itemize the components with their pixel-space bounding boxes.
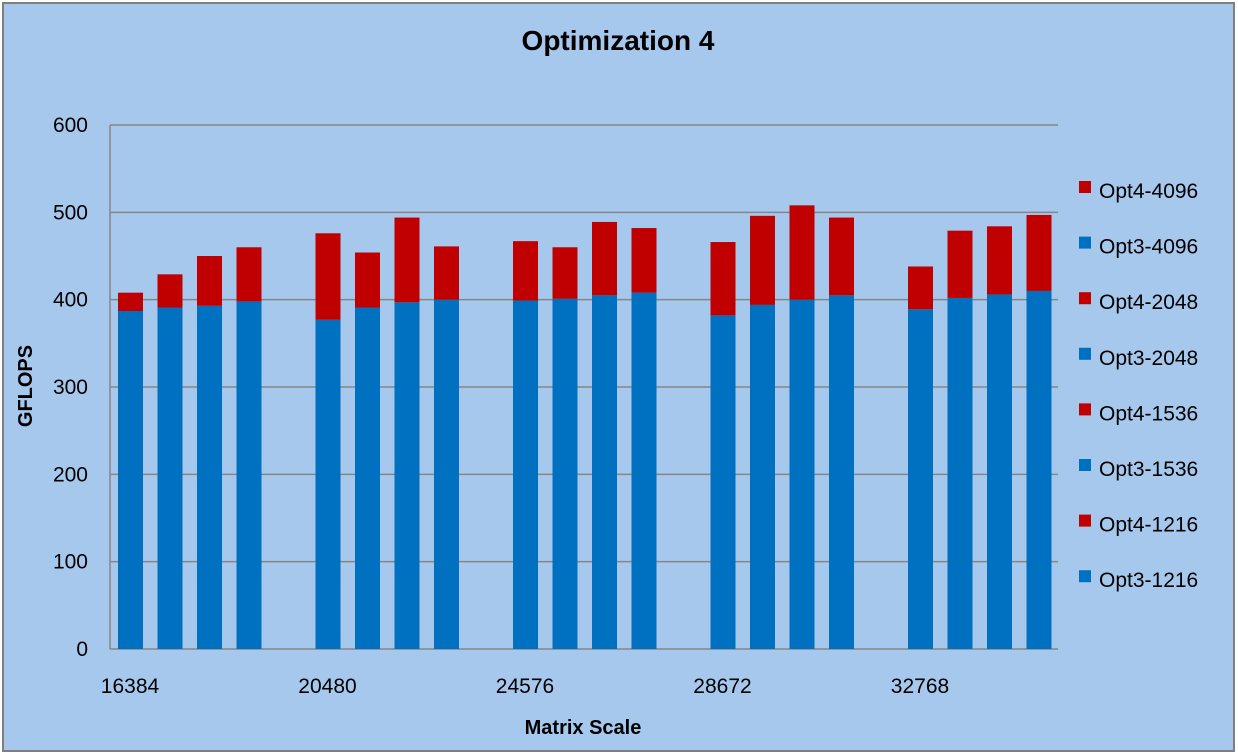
- legend-swatch-opt4-1216: [1079, 514, 1091, 527]
- y-tick-label-200: 200: [53, 463, 88, 486]
- x-tick-label-32768: 32768: [891, 675, 949, 698]
- x-tick-label-16384: 16384: [101, 675, 160, 698]
- bar-20480-4096-opt4: [434, 246, 459, 300]
- legend-label-opt4-1536: Opt4-1536: [1099, 402, 1198, 425]
- bar-16384-1536-opt4: [157, 274, 183, 308]
- bar-20480-1536-opt4: [355, 252, 380, 308]
- bar-16384-1216-opt4: [118, 292, 143, 312]
- bar-28672-4096-opt3: [829, 295, 854, 649]
- bar-24576-1216-opt4: [513, 241, 538, 301]
- bar-32768-2048-opt4: [987, 226, 1012, 295]
- legend-label-opt3-4096: Opt3-4096: [1099, 236, 1198, 259]
- bar-16384-1216-opt3: [118, 311, 143, 649]
- bar-32768-1216-opt3: [908, 309, 933, 649]
- bar-32768-1216-opt4: [908, 266, 933, 310]
- y-tick-label-500: 500: [53, 201, 88, 224]
- bar-32768-2048-opt3: [987, 294, 1012, 649]
- x-tick-label-20480: 20480: [298, 675, 356, 698]
- bar-28672-1216-opt3: [710, 315, 736, 649]
- bar-28672-4096-opt4: [829, 217, 854, 296]
- y-tick-label-300: 300: [53, 376, 88, 399]
- bar-24576-1536-opt3: [552, 298, 578, 649]
- legend-swatch-opt3-4096: [1079, 236, 1091, 249]
- legend-label-opt3-1536: Opt3-1536: [1099, 458, 1198, 481]
- bar-24576-1536-opt4: [552, 247, 578, 299]
- y-tick-label-600: 600: [53, 114, 88, 137]
- bars: [118, 205, 1052, 649]
- legend-label-opt4-1216: Opt4-1216: [1099, 514, 1198, 537]
- x-axis-tick-labels: 16384 20480 24576 28672 32768: [101, 675, 949, 698]
- bar-28672-2048-opt3: [789, 299, 815, 649]
- x-tick-label-28672: 28672: [693, 675, 751, 698]
- bar-28672-1536-opt3: [750, 304, 775, 649]
- legend-label-opt3-1216: Opt3-1216: [1099, 569, 1198, 592]
- bar-16384-4096-opt3: [236, 301, 262, 649]
- legend-label-opt4-2048: Opt4-2048: [1099, 291, 1198, 314]
- bar-32768-4096-opt3: [1026, 290, 1052, 649]
- bar-32768-1536-opt3: [947, 297, 973, 649]
- legend-swatch-opt4-1536: [1079, 403, 1091, 416]
- bar-28672-1536-opt4: [750, 215, 775, 305]
- bar-16384-2048-opt4: [197, 256, 222, 306]
- bar-20480-1216-opt3: [315, 319, 341, 649]
- legend-label-opt4-4096: Opt4-4096: [1099, 180, 1198, 203]
- bar-24576-2048-opt3: [592, 295, 617, 649]
- legend-swatch-opt4-2048: [1079, 292, 1091, 305]
- bar-28672-1216-opt4: [710, 242, 736, 316]
- bar-24576-4096-opt3: [631, 292, 657, 649]
- y-tick-label-100: 100: [53, 551, 88, 574]
- legend-swatch-opt3-2048: [1079, 347, 1091, 360]
- bar-28672-2048-opt4: [789, 205, 815, 300]
- bar-24576-1216-opt3: [513, 300, 538, 649]
- bar-32768-1536-opt4: [947, 230, 973, 298]
- bar-16384-2048-opt3: [197, 305, 222, 649]
- legend-swatch-opt3-1536: [1079, 459, 1091, 471]
- chart-title: Optimization 4: [522, 25, 715, 56]
- legend-swatch-opt3-1216: [1079, 570, 1091, 583]
- x-tick-label-24576: 24576: [496, 675, 554, 698]
- y-axis-tick-labels: 0 100 200 300 400 500 600: [53, 114, 88, 661]
- legend: Opt4-4096 Opt3-4096 Opt4-2048 Opt3-2048 Opt4…: [1079, 180, 1198, 592]
- bar-20480-2048-opt4: [394, 217, 420, 303]
- y-axis-title: GFLOPS: [15, 345, 37, 427]
- y-tick-label-0: 0: [76, 638, 88, 661]
- y-tick-label-400: 400: [53, 289, 88, 312]
- bar-24576-2048-opt4: [592, 221, 617, 296]
- bar-20480-1536-opt3: [355, 307, 380, 649]
- bar-24576-4096-opt4: [631, 228, 657, 293]
- x-axis-title: Matrix Scale: [525, 717, 642, 739]
- bar-20480-4096-opt3: [434, 299, 459, 649]
- legend-swatch-opt4-4096: [1079, 181, 1091, 193]
- bar-16384-1536-opt3: [157, 307, 183, 649]
- bar-20480-2048-opt3: [394, 302, 420, 649]
- bar-16384-4096-opt4: [236, 247, 262, 302]
- bar-20480-1216-opt4: [315, 233, 341, 320]
- gridlines: [109, 124, 1058, 650]
- bar-32768-4096-opt4: [1026, 214, 1052, 291]
- legend-label-opt3-2048: Opt3-2048: [1099, 347, 1198, 370]
